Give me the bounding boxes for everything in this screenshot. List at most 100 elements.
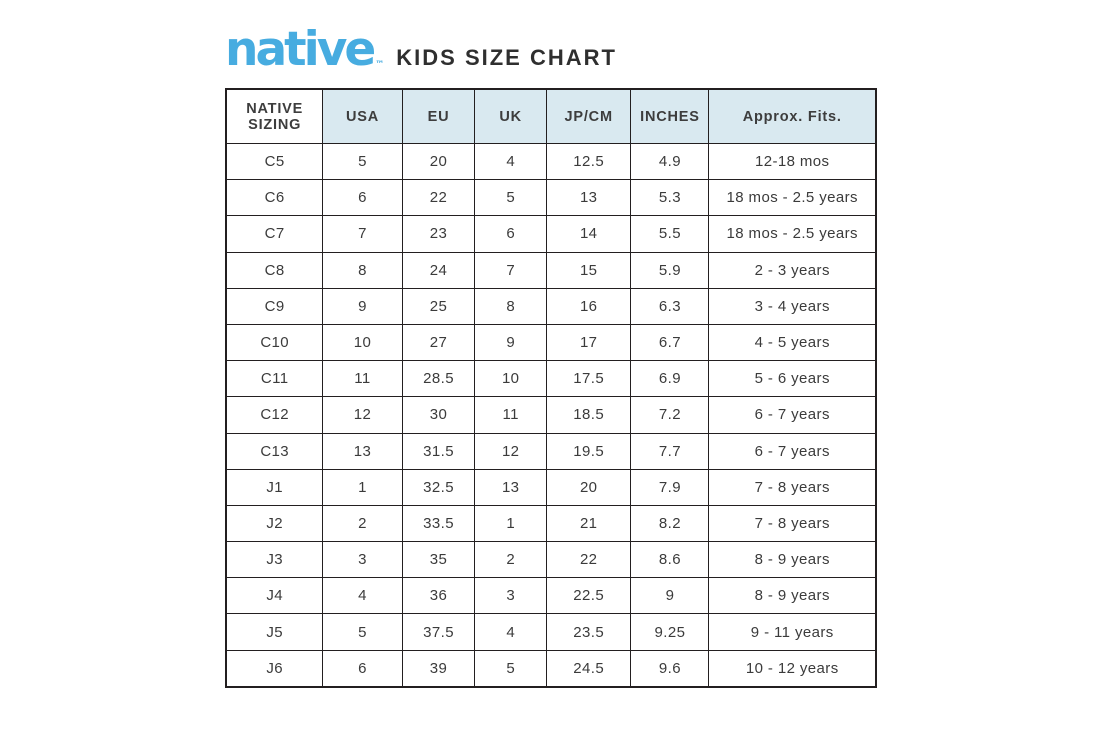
- column-header: USA: [322, 88, 403, 144]
- table-cell: 18.5: [545, 396, 632, 434]
- table-cell: C7: [225, 215, 324, 253]
- table-cell: 15: [545, 251, 632, 289]
- table-cell: J2: [225, 504, 324, 543]
- table-row: C11 11 28.5 10 17.5 6.9 5 - 6 years: [225, 360, 877, 398]
- table-cell: 13: [322, 432, 403, 470]
- column-header: JP/CM: [545, 88, 632, 144]
- table-cell: 12: [474, 432, 547, 470]
- table-cell: 5 - 6 years: [708, 360, 877, 398]
- table-cell: 8 - 9 years: [708, 577, 877, 615]
- table-cell: 7.9: [630, 468, 710, 506]
- table-cell: 13: [545, 179, 632, 217]
- table-cell: 7 - 8 years: [708, 468, 877, 506]
- table-cell: 16: [545, 287, 632, 325]
- table-cell: 24: [401, 251, 476, 289]
- trademark-mark: ™: [375, 60, 385, 70]
- table-cell: 5: [474, 179, 547, 217]
- table-cell: 2 - 3 years: [708, 251, 877, 289]
- table-cell: 21: [545, 504, 632, 543]
- column-header: Approx. Fits.: [708, 88, 877, 144]
- table-cell: 18 mos - 2.5 years: [708, 215, 877, 253]
- table-cell: C12: [225, 396, 324, 434]
- table-cell: C13: [225, 432, 324, 470]
- table-cell: 3 - 4 years: [708, 287, 877, 325]
- table-cell: 5: [322, 613, 403, 651]
- table-row: C6 6 22 5 13 5.3 18 mos - 2.5 years: [225, 179, 877, 217]
- table-cell: 7: [474, 251, 547, 289]
- table-cell: 20: [401, 142, 476, 181]
- table-cell: 23.5: [545, 613, 632, 651]
- table-cell: 5.5: [630, 215, 710, 253]
- table-cell: 5: [474, 649, 547, 688]
- table-row: C9 9 25 8 16 6.3 3 - 4 years: [225, 287, 877, 325]
- table-cell: 9: [630, 577, 710, 615]
- table-cell: 7.7: [630, 432, 710, 470]
- table-cell: 8: [322, 251, 403, 289]
- table-cell: 12: [322, 396, 403, 434]
- table-cell: 23: [401, 215, 476, 253]
- table-cell: 9 - 11 years: [708, 613, 877, 651]
- table-cell: 27: [401, 323, 476, 362]
- table-cell: 9.6: [630, 649, 710, 688]
- column-header: UK: [474, 88, 547, 144]
- column-header: EU: [401, 88, 476, 144]
- table-cell: 35: [401, 541, 476, 579]
- table-cell: 3: [474, 577, 547, 615]
- table-cell: 7: [322, 215, 403, 253]
- native-logo: native ™: [225, 26, 385, 73]
- table-row: C12 12 30 11 18.5 7.2 6 - 7 years: [225, 396, 877, 434]
- table-cell: C11: [225, 360, 324, 398]
- page-title: KIDS SIZE CHART: [396, 45, 617, 70]
- table-cell: C6: [225, 179, 324, 217]
- table-cell: 5: [322, 142, 403, 181]
- column-header: INCHES: [630, 88, 710, 144]
- table-cell: 11: [474, 396, 547, 434]
- table-cell: 8.6: [630, 541, 710, 579]
- table-cell: 7.2: [630, 396, 710, 434]
- table-cell: 4: [474, 142, 547, 181]
- table-cell: J6: [225, 649, 324, 688]
- table-cell: 8.2: [630, 504, 710, 543]
- table-cell: 1: [322, 468, 403, 506]
- table-cell: 6.7: [630, 323, 710, 362]
- table-cell: 20: [545, 468, 632, 506]
- table-row: J1 1 32.5 13 20 7.9 7 - 8 years: [225, 468, 877, 506]
- table-cell: J5: [225, 613, 324, 651]
- table-cell: C9: [225, 287, 324, 325]
- table-cell: 8 - 9 years: [708, 541, 877, 579]
- table-cell: 2: [474, 541, 547, 579]
- table-cell: 22.5: [545, 577, 632, 615]
- table-row: C13 13 31.5 12 19.5 7.7 6 - 7 years: [225, 432, 877, 470]
- native-logo-text: native: [225, 22, 376, 77]
- column-header: NATIVE SIZING: [225, 88, 324, 144]
- table-row: J2 2 33.5 1 21 8.2 7 - 8 years: [225, 504, 877, 543]
- table-row: J6 6 39 5 24.5 9.6 10 - 12 years: [225, 649, 877, 688]
- table-row: C8 8 24 7 15 5.9 2 - 3 years: [225, 251, 877, 289]
- table-row: C7 7 23 6 14 5.5 18 mos - 2.5 years: [225, 215, 877, 253]
- table-cell: 6: [322, 649, 403, 688]
- table-cell: 11: [322, 360, 403, 398]
- table-row: J4 4 36 3 22.5 9 8 - 9 years: [225, 577, 877, 615]
- table-row: C5 5 20 4 12.5 4.9 12-18 mos: [225, 142, 877, 181]
- table-cell: 19.5: [545, 432, 632, 470]
- table-cell: 36: [401, 577, 476, 615]
- table-cell: 25: [401, 287, 476, 325]
- table-cell: 2: [322, 504, 403, 543]
- table-cell: J3: [225, 541, 324, 579]
- kids-size-chart-table: NATIVE SIZING USA EU UK JP/CM INCHES Approx. F…: [225, 88, 877, 688]
- table-cell: 10: [474, 360, 547, 398]
- size-chart-container: NATIVE SIZING USA EU UK JP/CM INCHES Approx. F…: [225, 88, 877, 688]
- table-cell: 1: [474, 504, 547, 543]
- table-cell: C10: [225, 323, 324, 362]
- header-row: NATIVE SIZING USA EU UK JP/CM INCHES Approx. F…: [225, 88, 877, 144]
- table-cell: 13: [474, 468, 547, 506]
- table-body: C5 5 20 4 12.5 4.9 12-18 mos C6 6 22 5 13 5.3 18 mos …: [225, 142, 877, 688]
- table-cell: 5.3: [630, 179, 710, 217]
- table-cell: 37.5: [401, 613, 476, 651]
- table-cell: 12.5: [545, 142, 632, 181]
- table-cell: 4.9: [630, 142, 710, 181]
- table-row: J3 3 35 2 22 8.6 8 - 9 years: [225, 541, 877, 579]
- table-cell: 9: [474, 323, 547, 362]
- table-cell: 6.9: [630, 360, 710, 398]
